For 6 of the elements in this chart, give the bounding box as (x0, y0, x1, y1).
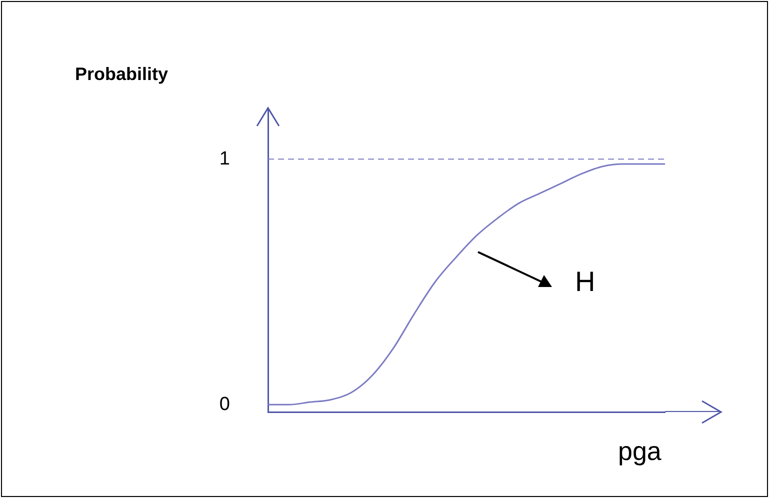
text: H (575, 266, 596, 298)
y-tick-label: 1 (219, 148, 230, 170)
line-series (267, 163, 666, 406)
x-axis-title: pga (618, 436, 662, 467)
y-axis-title: Probability (75, 64, 168, 85)
y-tick-label: 0 (219, 394, 230, 415)
